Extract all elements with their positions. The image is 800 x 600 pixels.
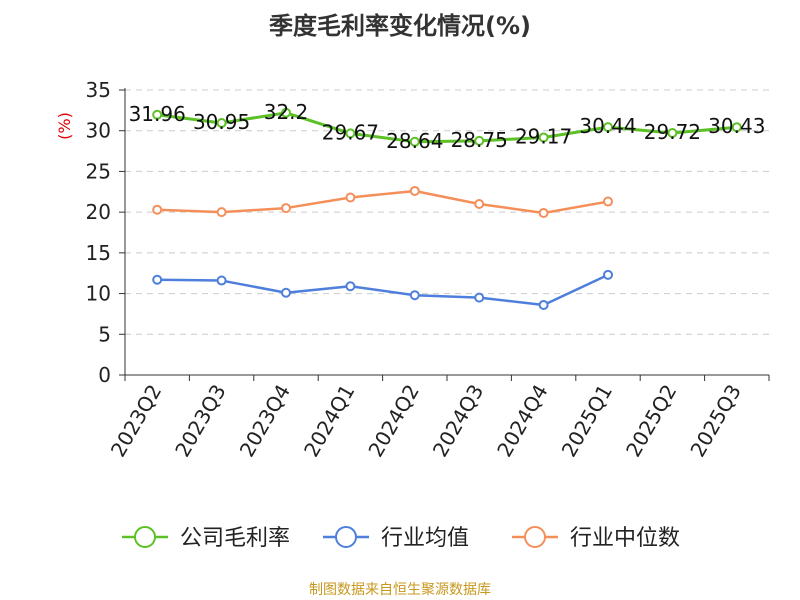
data-label: 29.17 bbox=[515, 124, 572, 148]
x-tick-label: 2024Q1 bbox=[299, 380, 359, 461]
data-point bbox=[409, 136, 420, 147]
data-point bbox=[345, 192, 356, 203]
data-point bbox=[731, 122, 742, 133]
data-point bbox=[345, 128, 356, 139]
data-point bbox=[474, 135, 485, 146]
data-point bbox=[152, 109, 163, 120]
series-2 bbox=[152, 185, 613, 218]
x-tick-label: 2025Q1 bbox=[557, 380, 617, 461]
data-point bbox=[409, 290, 420, 301]
x-tick-label: 2025Q2 bbox=[621, 380, 681, 461]
y-tick-label: 25 bbox=[86, 159, 111, 183]
legend-swatch-marker bbox=[134, 526, 156, 548]
data-label: 30.43 bbox=[708, 114, 765, 138]
y-tick-labels: 0 5 10 15 20 25 30 35 bbox=[86, 78, 111, 387]
data-point bbox=[538, 299, 549, 310]
data-point bbox=[603, 196, 613, 207]
y-tick-label: 5 bbox=[98, 322, 111, 346]
data-label: 29.72 bbox=[644, 120, 701, 144]
x-tick-label: 2023Q4 bbox=[235, 380, 295, 461]
legend-item: 行业均值 bbox=[323, 526, 469, 551]
series-lines: 31.96 30.95 32.2 29.67 28.64 28.75 29.17 30.44 2… bbox=[129, 100, 766, 310]
x-tick-label: 2023Q2 bbox=[106, 380, 166, 461]
data-point bbox=[603, 269, 613, 280]
legend-swatch-marker bbox=[524, 526, 546, 548]
y-tick-label: 15 bbox=[86, 241, 111, 265]
x-tick-label: 2024Q3 bbox=[428, 380, 488, 461]
data-point bbox=[281, 287, 291, 298]
legend-label: 行业均值 bbox=[381, 526, 469, 551]
data-label: 29.67 bbox=[322, 120, 379, 144]
x-tick-label: 2024Q2 bbox=[363, 380, 423, 461]
data-label: 28.75 bbox=[451, 128, 508, 152]
data-label: 32.2 bbox=[264, 100, 309, 124]
chart-title: 季度毛利率变化情况(%) bbox=[269, 12, 531, 40]
legend-item: 公司毛利率 bbox=[122, 526, 290, 551]
legend-label: 公司毛利率 bbox=[180, 526, 290, 551]
y-axis-label: (%) bbox=[55, 112, 74, 140]
series-line bbox=[157, 111, 737, 144]
x-tick-labels: 2023Q2 2023Q3 2023Q4 2024Q1 2024Q2 2024Q3 2024… bbox=[106, 380, 746, 461]
data-label: 30.95 bbox=[193, 110, 250, 134]
y-tick-label: 0 bbox=[98, 363, 111, 387]
source-note: 制图数据来自恒生聚源数据库 bbox=[309, 582, 491, 598]
data-point bbox=[474, 199, 485, 209]
legend-item: 行业中位数 bbox=[512, 526, 680, 551]
data-point bbox=[538, 132, 549, 143]
data-point bbox=[152, 274, 163, 285]
data-point bbox=[281, 203, 291, 214]
data-label: 28.64 bbox=[386, 129, 443, 153]
data-point bbox=[216, 117, 227, 128]
data-point bbox=[281, 107, 291, 118]
series-line bbox=[157, 189, 609, 215]
y-tick-label: 30 bbox=[86, 119, 111, 143]
data-point bbox=[474, 292, 485, 303]
data-point bbox=[538, 207, 549, 218]
data-point bbox=[667, 127, 678, 138]
data-point bbox=[216, 207, 227, 218]
data-point bbox=[216, 275, 227, 286]
y-tick-label: 10 bbox=[86, 282, 111, 306]
y-tick-label: 20 bbox=[86, 200, 111, 224]
y-tick-label: 35 bbox=[86, 78, 111, 102]
data-label: 30.44 bbox=[579, 114, 636, 138]
data-point bbox=[409, 185, 420, 196]
series-1 bbox=[152, 269, 613, 310]
axes bbox=[119, 88, 770, 381]
grid-lines bbox=[125, 89, 769, 335]
data-label: 31.96 bbox=[129, 102, 186, 126]
data-point bbox=[345, 281, 356, 292]
x-tick-label: 2024Q4 bbox=[492, 380, 552, 461]
x-tick-label: 2023Q3 bbox=[170, 380, 230, 461]
data-point bbox=[603, 122, 613, 133]
data-point bbox=[152, 204, 163, 215]
legend-label: 行业中位数 bbox=[570, 526, 680, 551]
series-0: 31.96 30.95 32.2 29.67 28.64 28.75 29.17 30.44 2… bbox=[129, 100, 766, 153]
series-line bbox=[157, 273, 609, 307]
legend-swatch-marker bbox=[335, 526, 357, 548]
x-tick-label: 2025Q3 bbox=[685, 380, 745, 461]
legend: 公司毛利率 行业均值 行业中位数 bbox=[122, 526, 680, 551]
